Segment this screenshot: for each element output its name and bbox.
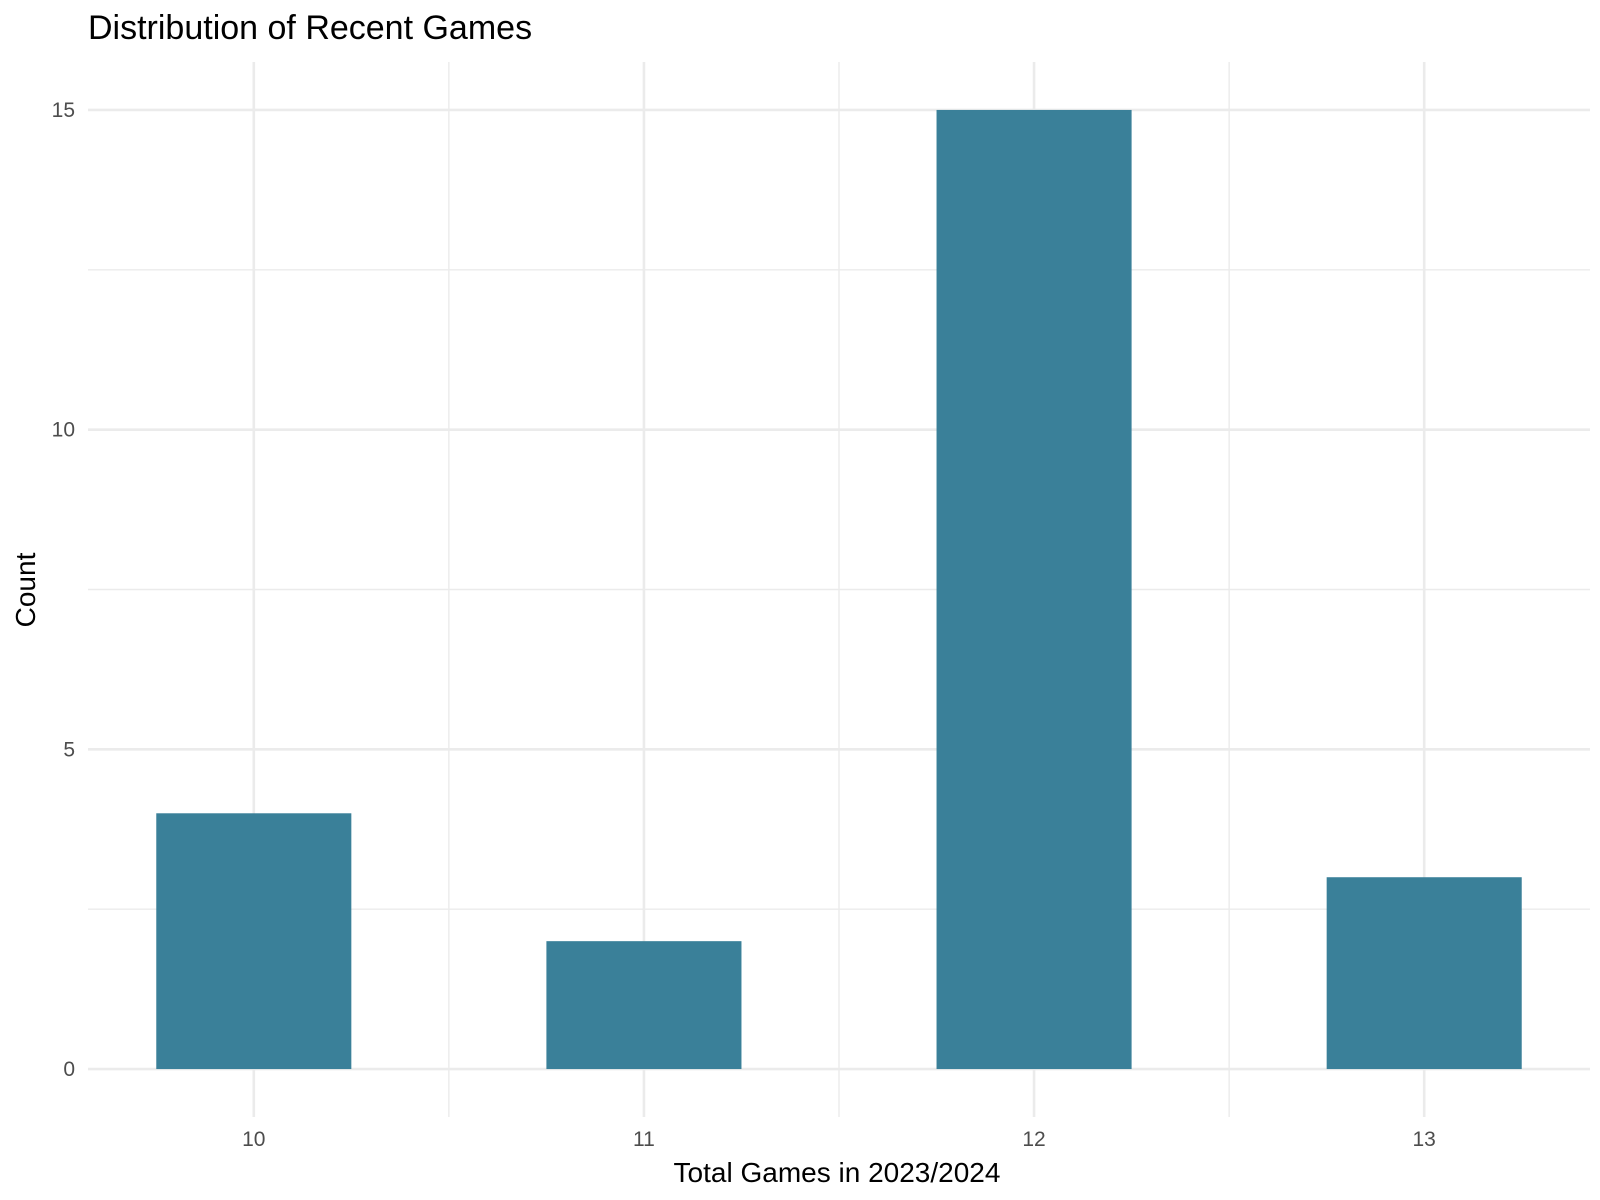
- y-tick-label-15: 15: [52, 99, 75, 122]
- y-axis-ticks: 0 5 10 15: [52, 99, 75, 1081]
- x-tick-label-13: 13: [1413, 1128, 1436, 1151]
- x-axis-title: Total Games in 2023/2024: [674, 1157, 1001, 1188]
- bar-13: [1326, 877, 1522, 1070]
- y-axis-title: Count: [10, 552, 41, 627]
- x-tick-label-10: 10: [242, 1128, 265, 1151]
- y-tick-label-5: 5: [63, 738, 75, 761]
- bar-10: [156, 813, 352, 1070]
- chart-title: Distribution of Recent Games: [88, 9, 532, 47]
- bars: [156, 109, 1522, 1070]
- x-tick-label-11: 11: [633, 1128, 655, 1151]
- y-tick-label-10: 10: [52, 419, 75, 442]
- bar-11: [546, 941, 742, 1070]
- bar-12: [936, 109, 1132, 1070]
- x-axis-ticks: 10 11 12 13: [242, 1128, 1436, 1151]
- y-tick-label-0: 0: [63, 1058, 75, 1081]
- x-tick-label-12: 12: [1022, 1128, 1045, 1151]
